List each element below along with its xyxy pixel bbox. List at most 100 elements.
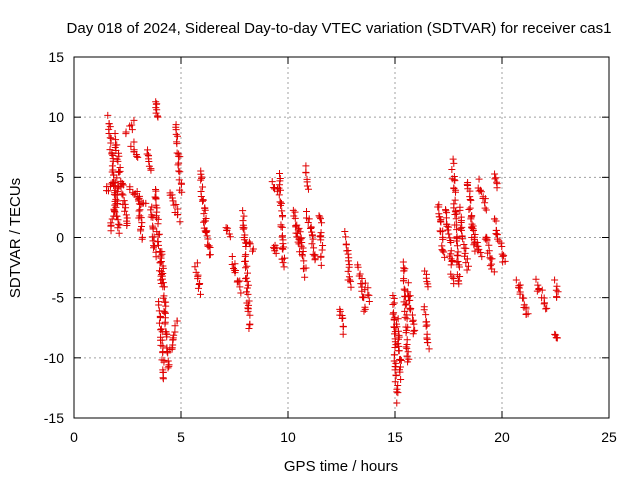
data-point <box>224 224 232 232</box>
data-point <box>469 226 477 234</box>
data-point <box>153 106 161 114</box>
data-point <box>553 282 561 290</box>
data-point <box>397 357 405 365</box>
data-point <box>162 302 170 310</box>
data-point <box>317 236 325 244</box>
data-point <box>200 218 208 226</box>
data-point <box>395 347 403 355</box>
data-point <box>492 217 500 225</box>
data-point <box>359 293 367 301</box>
data-point <box>126 183 134 191</box>
data-point <box>365 297 373 305</box>
data-point <box>461 249 469 257</box>
data-point <box>168 194 176 202</box>
data-point <box>466 195 474 203</box>
data-point <box>246 311 254 319</box>
data-point <box>158 250 166 258</box>
data-point <box>236 283 244 291</box>
data-point <box>164 364 172 372</box>
y-tick-label: 5 <box>56 169 64 185</box>
data-point <box>145 157 153 165</box>
data-point <box>439 247 447 255</box>
data-point <box>339 330 347 338</box>
data-point <box>344 267 352 275</box>
data-point <box>130 116 138 124</box>
data-point <box>501 257 509 265</box>
data-point <box>302 264 310 272</box>
data-point <box>108 162 116 170</box>
data-point <box>303 182 311 190</box>
data-point <box>154 113 162 121</box>
data-point <box>114 220 122 228</box>
data-point <box>391 378 399 386</box>
data-point <box>486 262 494 270</box>
data-point <box>277 223 285 231</box>
data-point <box>456 206 464 214</box>
data-point <box>231 267 239 275</box>
data-point <box>444 223 452 231</box>
data-point <box>453 251 461 259</box>
data-point <box>147 213 155 221</box>
data-point <box>551 276 559 284</box>
data-point <box>298 238 306 246</box>
data-point <box>194 273 202 281</box>
data-point <box>112 195 120 203</box>
data-point <box>364 284 372 292</box>
data-point <box>491 175 499 183</box>
data-point <box>174 152 182 160</box>
data-point <box>173 149 181 157</box>
data-point <box>197 170 205 178</box>
data-point <box>136 192 144 200</box>
data-point <box>445 230 453 238</box>
data-point <box>243 262 251 270</box>
data-point <box>199 183 207 191</box>
grid <box>74 57 609 418</box>
data-point <box>512 276 520 284</box>
data-point <box>317 261 325 269</box>
data-point <box>498 242 506 250</box>
data-point <box>296 228 304 236</box>
data-point <box>311 255 319 263</box>
data-point <box>169 197 177 205</box>
data-point <box>135 207 143 215</box>
data-point <box>476 249 484 257</box>
data-point <box>172 200 180 208</box>
data-point <box>452 188 460 196</box>
data-point <box>425 345 433 353</box>
data-point <box>453 271 461 279</box>
data-point <box>390 299 398 307</box>
data-point <box>147 206 155 214</box>
x-tick-label: 10 <box>280 429 296 445</box>
data-point <box>240 212 248 220</box>
data-point <box>199 196 207 204</box>
data-point <box>305 215 313 223</box>
data-point <box>231 260 239 268</box>
data-point <box>464 262 472 270</box>
data-point <box>468 220 476 228</box>
data-point <box>114 157 122 165</box>
data-point <box>122 204 130 212</box>
data-point <box>142 199 150 207</box>
data-point <box>515 284 523 292</box>
data-point <box>272 249 280 257</box>
data-point <box>244 307 252 315</box>
data-point <box>194 284 202 292</box>
y-axis-label: SDTVAR / TECUs <box>7 178 24 298</box>
data-point <box>295 224 303 232</box>
data-point <box>135 200 143 208</box>
data-point <box>448 273 456 281</box>
data-point <box>158 336 166 344</box>
data-point <box>439 227 447 235</box>
data-point <box>110 206 118 214</box>
data-point <box>242 242 250 250</box>
data-point <box>392 372 400 380</box>
data-point <box>404 288 412 296</box>
data-point <box>197 176 205 184</box>
x-tick-label: 15 <box>387 429 403 445</box>
data-point <box>119 191 127 199</box>
data-point <box>401 307 409 315</box>
data-point <box>394 315 402 323</box>
data-point <box>149 244 157 252</box>
data-point <box>152 109 160 117</box>
data-point <box>237 289 245 297</box>
